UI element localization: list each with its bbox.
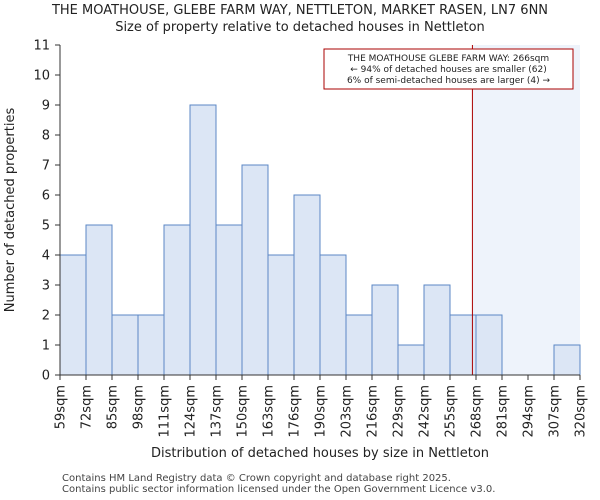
y-tick-label: 5: [42, 219, 50, 234]
chart-subtitle: Size of property relative to detached ho…: [115, 20, 485, 35]
x-tick-label: 176sqm: [288, 385, 303, 438]
x-axis-label: Distribution of detached houses by size …: [151, 446, 489, 461]
bar-150sqm: [241, 164, 269, 376]
annotation-line-3: 6% of semi-detached houses are larger (4…: [347, 76, 551, 86]
y-tick-label: 3: [42, 279, 50, 294]
x-tick-label: 190sqm: [314, 385, 329, 438]
x-tick-label: 281sqm: [496, 385, 511, 438]
x-tick-label: 255sqm: [444, 385, 459, 438]
bar-124sqm: [189, 104, 217, 376]
bar-307sqm: [553, 344, 581, 376]
bar-190sqm: [319, 254, 347, 376]
bar-268sqm: [475, 314, 503, 376]
x-tick-label: 85sqm: [106, 385, 121, 429]
bar-98sqm: [137, 314, 165, 376]
y-tick-label: 1: [42, 339, 50, 354]
y-tick-label: 2: [42, 309, 50, 324]
x-tick-label: 242sqm: [418, 385, 433, 438]
bar-111sqm: [163, 224, 191, 376]
y-tick-label: 10: [33, 69, 50, 84]
annotation-box: THE MOATHOUSE GLEBE FARM WAY: 266sqm ← 9…: [323, 48, 574, 90]
bar-216sqm: [371, 284, 399, 376]
y-tick-label: 9: [42, 99, 50, 114]
x-ticks-group: 59sqm 72sqm 85sqm 98sqm 111sqm 124sqm 137sqm 15…: [54, 375, 589, 438]
annotation-line-1: THE MOATHOUSE GLEBE FARM WAY: 266sqm: [347, 54, 549, 64]
y-tick-label: 0: [42, 369, 50, 384]
footer-copyright: Contains HM Land Registry data © Crown c…: [62, 473, 451, 484]
x-tick-label: 150sqm: [236, 385, 251, 438]
y-tick-label: 6: [42, 189, 50, 204]
x-tick-label: 111sqm: [158, 385, 173, 438]
x-tick-label: 320sqm: [574, 385, 589, 438]
x-tick-label: 163sqm: [262, 385, 277, 438]
bar-242sqm: [423, 284, 451, 376]
bar-85sqm: [111, 314, 139, 376]
bar-229sqm: [397, 344, 425, 376]
annotation-line-2: ← 94% of detached houses are smaller (62…: [350, 65, 547, 75]
x-tick-label: 307sqm: [548, 385, 563, 438]
x-tick-label: 268sqm: [470, 385, 485, 438]
y-tick-label: 4: [42, 249, 50, 264]
bar-59sqm: [59, 254, 87, 376]
x-tick-label: 203sqm: [340, 385, 355, 438]
footer-licence: Contains public sector information licen…: [62, 484, 496, 495]
bar-163sqm: [267, 254, 295, 376]
bar-203sqm: [345, 314, 373, 376]
bar-176sqm: [293, 194, 321, 376]
y-tick-label: 7: [42, 159, 50, 174]
x-tick-label: 59sqm: [54, 385, 69, 429]
bars-group: [59, 104, 581, 376]
y-axis-label: Number of detached properties: [3, 108, 18, 313]
x-tick-label: 137sqm: [210, 385, 225, 438]
bar-255sqm: [449, 314, 477, 376]
y-tick-label: 8: [42, 129, 50, 144]
bar-72sqm: [85, 224, 113, 376]
x-tick-label: 216sqm: [366, 385, 381, 438]
x-tick-label: 229sqm: [392, 385, 407, 438]
x-tick-label: 72sqm: [80, 385, 95, 429]
chart-title: THE MOATHOUSE, GLEBE FARM WAY, NETTLETON…: [51, 3, 549, 18]
x-tick-label: 294sqm: [522, 385, 537, 438]
histogram-chart: 0 1 2 3 4 5 6 7 8 9 10 11 59sqm 72sqm 85sqm 98sqm 111sq…: [3, 39, 589, 462]
x-tick-label: 124sqm: [184, 385, 199, 438]
y-tick-label: 11: [33, 39, 50, 54]
y-ticks-group: 0 1 2 3 4 5 6 7 8 9 10 11: [33, 39, 60, 384]
bar-137sqm: [215, 224, 243, 376]
x-tick-label: 98sqm: [132, 385, 147, 429]
